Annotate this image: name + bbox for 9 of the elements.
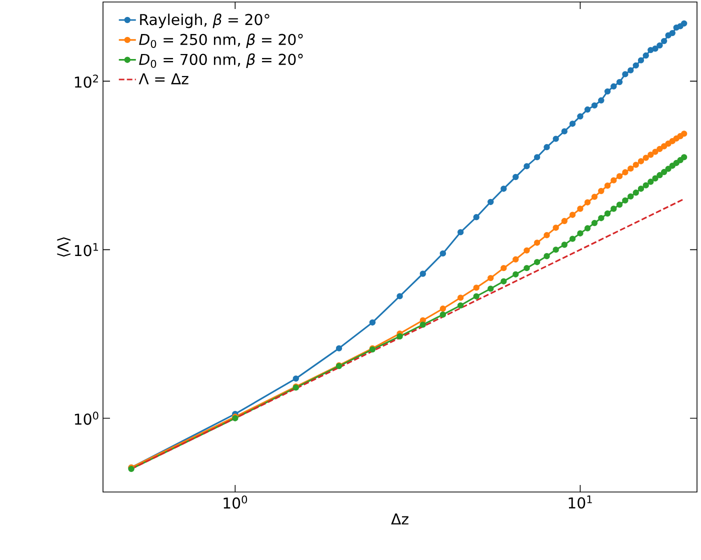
y-tick-label: 10$^{1}$ (74, 243, 98, 256)
legend-label: D$_{0}$ = 250 nm, β = 20° (139, 33, 303, 48)
x-axis-title: Δz (391, 514, 408, 524)
legend-label: Λ = Δz (138, 73, 188, 84)
legend-label: Rayleigh, β = 20° (140, 14, 270, 28)
legend-label: D$_{0}$ = 700 nm, β = 20° (139, 53, 303, 68)
y-tick-label: 10$^{2}$ (74, 74, 98, 88)
y-tick-label: 10$^{0}$ (74, 412, 98, 425)
y-axis-title: ⟨Λ⟩ (57, 237, 70, 257)
